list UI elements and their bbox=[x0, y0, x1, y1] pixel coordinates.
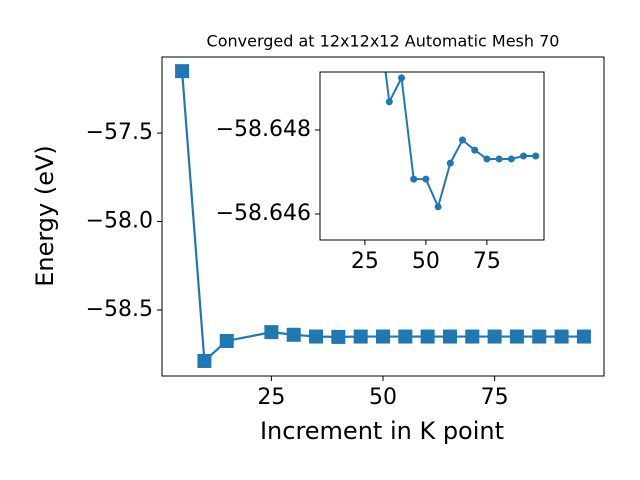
x-tick-label: 25 bbox=[351, 249, 379, 274]
plot-area bbox=[320, 72, 544, 240]
marker bbox=[398, 329, 413, 344]
marker bbox=[397, 74, 405, 82]
marker bbox=[465, 329, 480, 344]
marker bbox=[385, 98, 393, 106]
marker bbox=[264, 325, 279, 340]
x-tick-label: 75 bbox=[481, 385, 509, 410]
y-tick-label: −58.0 bbox=[86, 209, 153, 234]
plot-content bbox=[374, 0, 540, 211]
marker bbox=[576, 329, 591, 344]
y-tick-label: −57.5 bbox=[86, 120, 153, 145]
plot-frame bbox=[319, 71, 545, 241]
marker bbox=[532, 152, 540, 160]
x-tick-label: 75 bbox=[473, 249, 501, 274]
marker bbox=[471, 146, 479, 154]
marker bbox=[420, 329, 435, 344]
marker bbox=[520, 152, 528, 160]
y-tick-label: −58.648 bbox=[216, 117, 311, 142]
y-axis-label: Energy (eV) bbox=[31, 145, 59, 287]
marker bbox=[309, 329, 324, 344]
plot-frame bbox=[161, 56, 605, 377]
marker bbox=[286, 327, 301, 342]
plot-content bbox=[175, 64, 591, 368]
marker bbox=[532, 329, 547, 344]
marker bbox=[442, 329, 457, 344]
marker bbox=[353, 329, 368, 344]
marker bbox=[374, 0, 381, 7]
y-tick-label: −58.5 bbox=[86, 297, 153, 322]
marker bbox=[422, 175, 430, 183]
marker bbox=[487, 329, 502, 344]
x-tick-label: 50 bbox=[369, 385, 397, 410]
marker bbox=[175, 64, 190, 79]
marker bbox=[331, 329, 346, 344]
marker bbox=[197, 353, 212, 368]
marker bbox=[410, 175, 418, 183]
chart-title: Converged at 12x12x12 Automatic Mesh 70 bbox=[207, 32, 560, 51]
marker bbox=[446, 159, 454, 167]
y-tick-label: −58.646 bbox=[216, 201, 311, 226]
x-tick-label: 50 bbox=[412, 249, 440, 274]
inset-plot: 25 50 75 −58.648 −58.646 bbox=[216, 0, 545, 274]
marker bbox=[507, 155, 515, 163]
marker bbox=[483, 155, 491, 163]
marker bbox=[509, 329, 524, 344]
marker bbox=[459, 136, 467, 144]
x-tick-label: 25 bbox=[257, 385, 285, 410]
marker bbox=[376, 329, 390, 344]
marker bbox=[554, 329, 569, 344]
marker bbox=[495, 155, 503, 163]
marker bbox=[434, 203, 442, 211]
x-axis-label: Increment in K point bbox=[260, 417, 504, 445]
marker bbox=[219, 333, 234, 348]
